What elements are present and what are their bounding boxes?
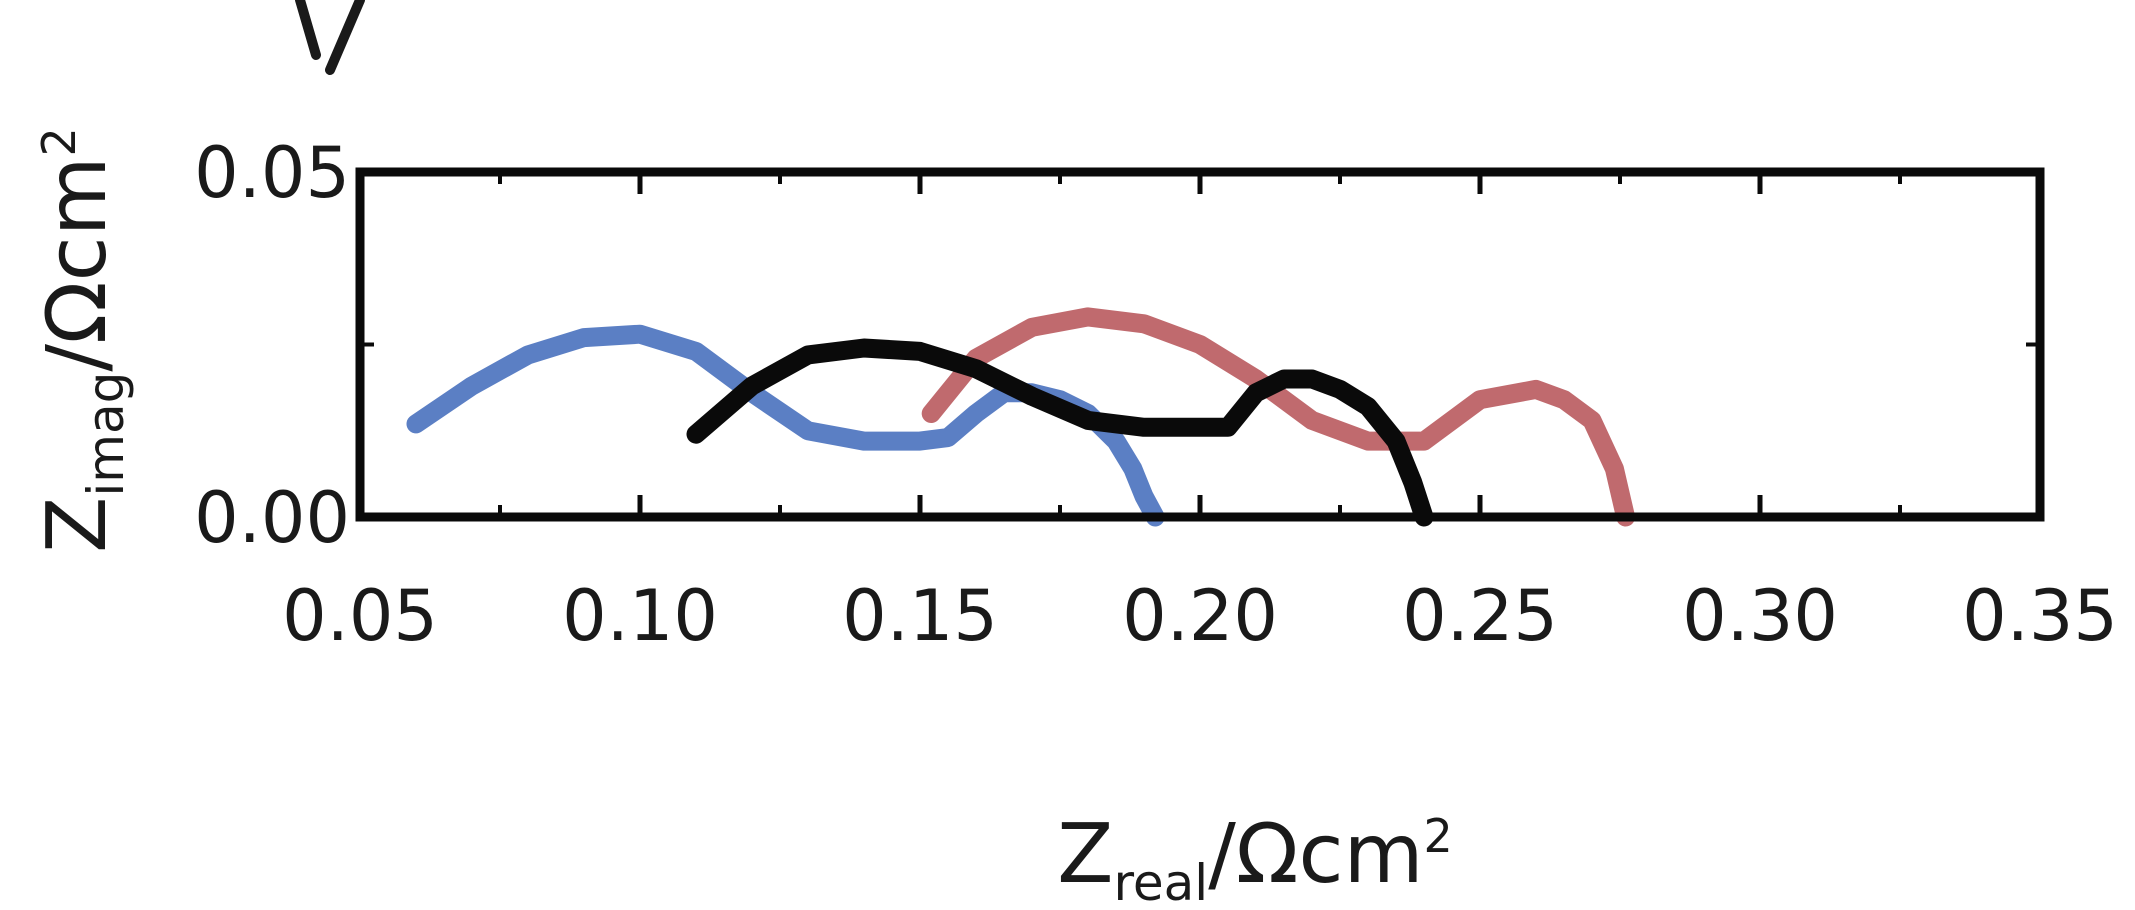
y-tick-label-0: 0.00 xyxy=(194,477,350,559)
x-axis-label: Zreal/Ωcm2 xyxy=(1057,807,1452,910)
x-tick-label-5: 0.30 xyxy=(1682,575,1838,657)
x-tick-label-0: 0.05 xyxy=(282,575,438,657)
y-axis-label-unit: /Ωcm xyxy=(30,156,125,371)
y-tick-label-1: 0.05 xyxy=(194,132,350,214)
x-tick-label-6: 0.35 xyxy=(1962,575,2118,657)
x-tick-label-4: 0.25 xyxy=(1402,575,1558,657)
series-line-0 xyxy=(406,324,1165,527)
y-axis-label-sup: 2 xyxy=(32,127,86,156)
x-axis-label-base: Z xyxy=(1057,807,1113,902)
x-tick-labels: 0.05 0.10 0.15 0.20 0.25 0.30 0.35 xyxy=(282,575,2118,657)
y-axis-label-sub: imag xyxy=(77,372,135,497)
series-line-1 xyxy=(921,307,1636,527)
x-tick-label-3: 0.20 xyxy=(1122,575,1278,657)
x-axis-label-sub: real xyxy=(1113,854,1208,910)
x-tick-label-2: 0.15 xyxy=(842,575,998,657)
y-axis-label: Zimag/Ωcm2 xyxy=(30,127,135,553)
series-layer xyxy=(406,307,1636,527)
x-axis-label-unit: /Ωcm xyxy=(1208,807,1423,902)
x-tick-label-1: 0.10 xyxy=(562,575,718,657)
clipped-text-fragment xyxy=(295,0,365,75)
y-tick-labels: 0.00 0.05 xyxy=(194,132,350,559)
plot-frame xyxy=(355,167,2045,522)
x-axis-label-sup: 2 xyxy=(1423,809,1452,863)
y-axis-label-base: Z xyxy=(30,497,125,553)
series-line-2 xyxy=(686,338,1434,527)
